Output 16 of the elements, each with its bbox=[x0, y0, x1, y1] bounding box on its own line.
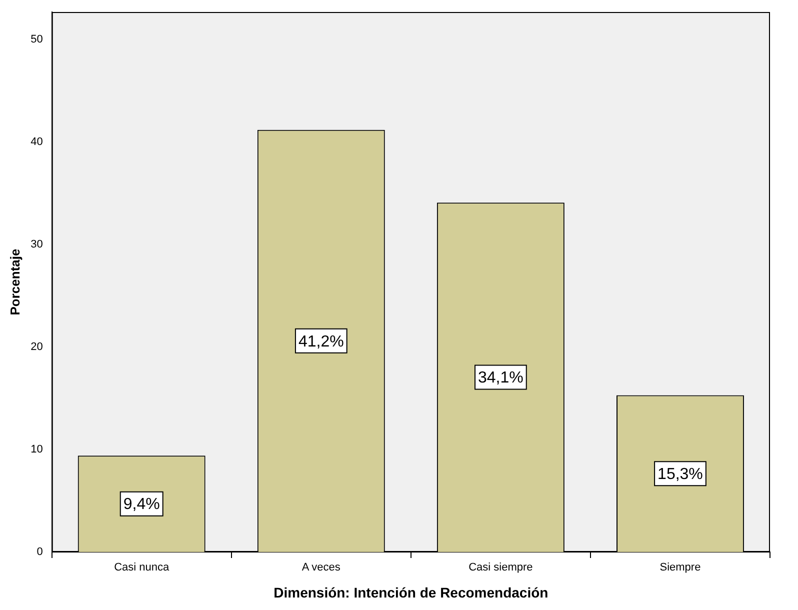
y-tick-label: 40 bbox=[30, 136, 43, 148]
y-axis-title: Porcentaje bbox=[7, 248, 22, 316]
x-tick-label: A veces bbox=[302, 562, 341, 574]
y-tick-label: 10 bbox=[30, 444, 43, 456]
x-tick-label: Casi nunca bbox=[114, 562, 170, 574]
data-label: 9,4% bbox=[123, 496, 160, 514]
data-label: 41,2% bbox=[298, 333, 344, 350]
y-tick-label: 0 bbox=[36, 546, 43, 558]
x-tick-label: Siempre bbox=[660, 562, 701, 574]
x-axis-title: Dimensión: Intención de Recomendación bbox=[274, 584, 548, 600]
y-tick-label: 20 bbox=[30, 341, 43, 354]
y-tick-label: 50 bbox=[30, 34, 43, 46]
data-label: 15,3% bbox=[658, 466, 703, 484]
data-label: 34,1% bbox=[478, 370, 524, 387]
y-tick-label: 30 bbox=[30, 238, 43, 251]
x-tick-label: Casi siempre bbox=[468, 562, 533, 574]
